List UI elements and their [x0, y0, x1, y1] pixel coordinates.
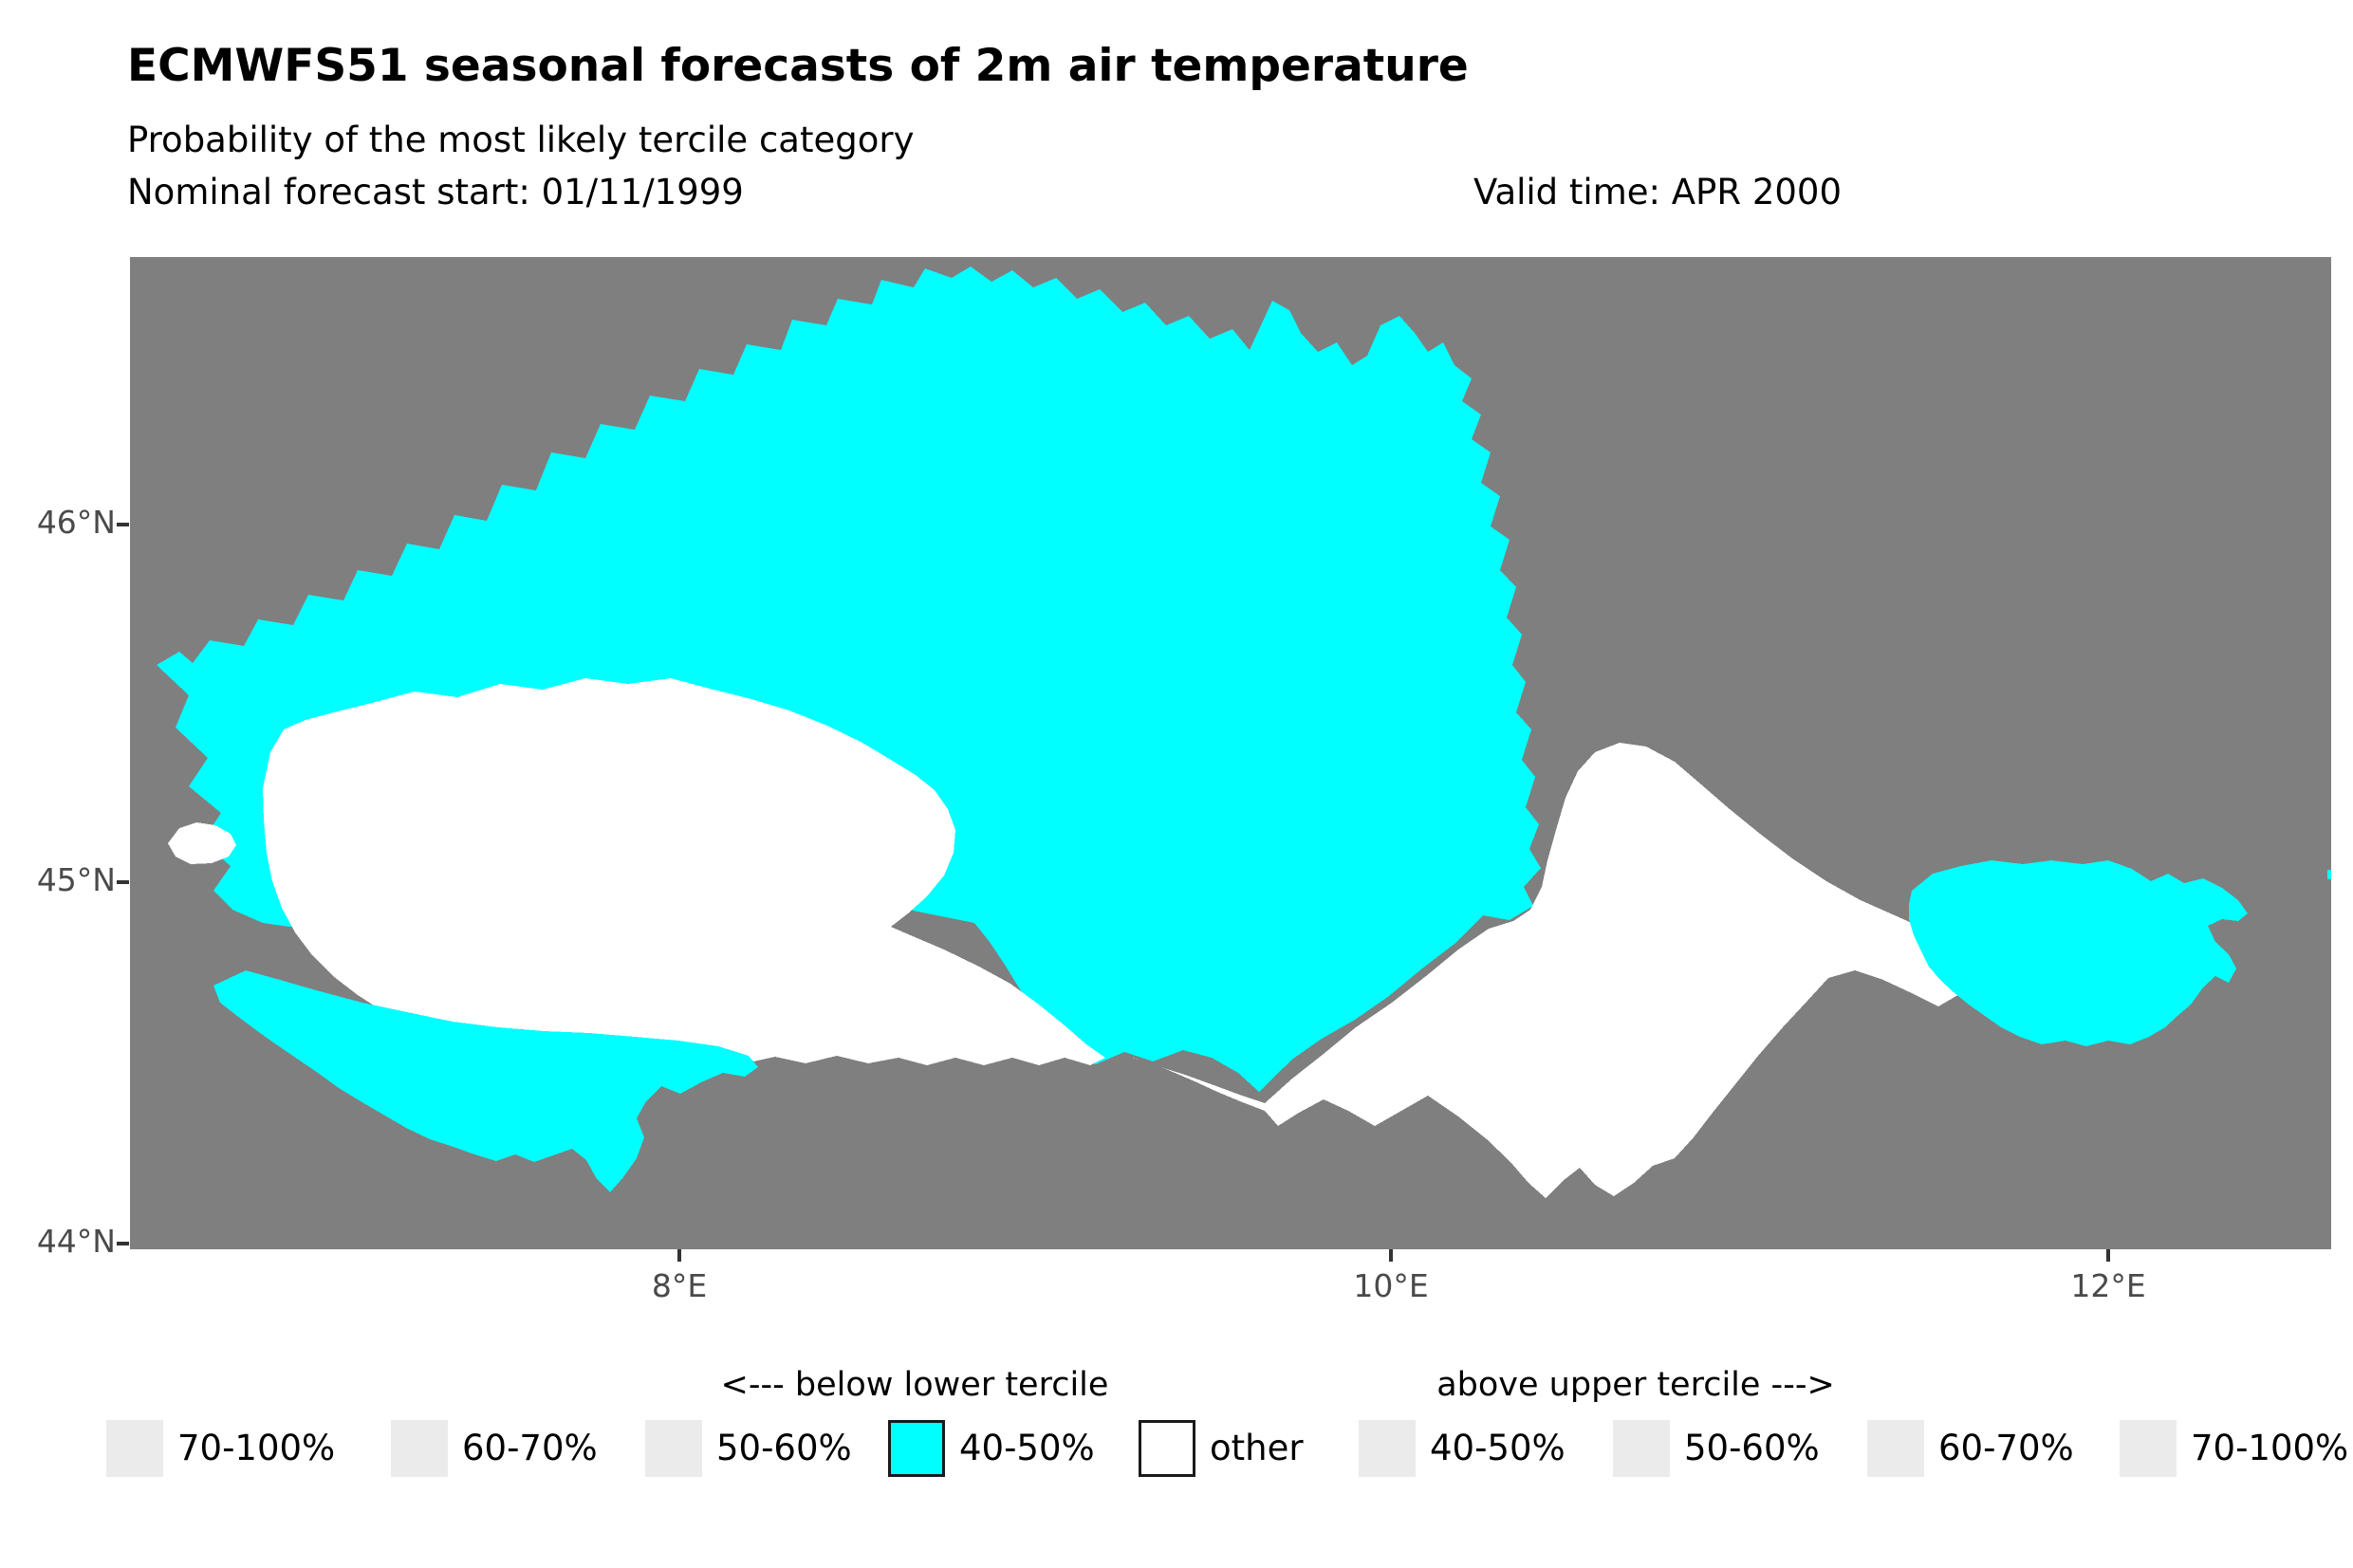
legend-swatch-other: [1139, 1420, 1195, 1477]
region-western-po-valley: [263, 678, 1105, 1065]
legend-label: 60-70%: [1938, 1428, 2074, 1468]
legend-swatch-above-60-70: [1867, 1420, 1924, 1477]
region-eastern-blob: [1909, 860, 2248, 1046]
legend-label: 60-70%: [462, 1428, 598, 1468]
x-tick-10e: [1389, 1249, 1393, 1262]
y-tick-44n: [117, 1242, 129, 1245]
y-axis-label-45n: 45°N: [36, 861, 116, 898]
page-title: ECMWFS51 seasonal forecasts of 2m air te…: [127, 40, 1469, 92]
legend-swatch-below-70-100: [106, 1420, 163, 1477]
forecast-map: [130, 257, 2337, 1249]
forecast-start-label: Nominal forecast start: 01/11/1999: [127, 172, 744, 212]
legend-label: 40-50%: [959, 1428, 1095, 1468]
legend-label: other: [1210, 1428, 1304, 1468]
legend-swatch-above-50-60: [1613, 1420, 1670, 1477]
cyan-speck: [2327, 870, 2337, 879]
x-tick-12e: [2106, 1249, 2110, 1262]
legend-item-above-50-60: 50-60%: [1613, 1420, 1820, 1477]
region-small-west-island: [168, 822, 236, 864]
y-axis-label-44n: 44°N: [36, 1223, 116, 1260]
legend-swatch-above-40-50: [1359, 1420, 1416, 1477]
region-ligurian-southwest-band: [213, 970, 758, 1192]
y-tick-46n: [117, 523, 129, 526]
valid-time-label: Valid time: APR 2000: [1473, 172, 1842, 212]
legend-item-above-60-70: 60-70%: [1867, 1420, 2074, 1477]
legend-label: 70-100%: [177, 1428, 336, 1468]
legend-item-below-70-100: 70-100%: [106, 1420, 335, 1477]
x-axis-label-10e: 10°E: [1353, 1267, 1429, 1304]
legend-item-below-50-60: 50-60%: [645, 1420, 852, 1477]
legend-item-above-70-100: 70-100%: [2120, 1420, 2348, 1477]
y-tick-45n: [117, 880, 129, 884]
y-axis-label-46n: 46°N: [36, 504, 116, 541]
map-panel: [130, 257, 2337, 1249]
legend-label: 50-60%: [1684, 1428, 1820, 1468]
legend-label: 70-100%: [2191, 1428, 2349, 1468]
legend-swatch-below-60-70: [391, 1420, 448, 1477]
region-southeast-lowland: [1121, 743, 1980, 1198]
x-tick-8e: [677, 1249, 681, 1262]
legend-item-below-40-50: 40-50%: [888, 1420, 1095, 1477]
x-axis-label-12e: 12°E: [2070, 1267, 2146, 1304]
legend-swatch-above-70-100: [2120, 1420, 2177, 1477]
legend-item-other: other: [1139, 1420, 1304, 1477]
legend-header-above: above upper tercile --->: [1436, 1366, 1835, 1404]
legend-swatch-below-40-50: [888, 1420, 945, 1477]
legend-swatch-below-50-60: [645, 1420, 702, 1477]
x-axis-label-8e: 8°E: [651, 1267, 708, 1304]
legend-label: 50-60%: [716, 1428, 852, 1468]
legend-item-below-60-70: 60-70%: [391, 1420, 598, 1477]
legend-item-above-40-50: 40-50%: [1359, 1420, 1566, 1477]
subtitle: Probability of the most likely tercile c…: [127, 120, 915, 160]
legend-label: 40-50%: [1430, 1428, 1566, 1468]
legend-header-below: <--- below lower tercile: [720, 1366, 1109, 1404]
